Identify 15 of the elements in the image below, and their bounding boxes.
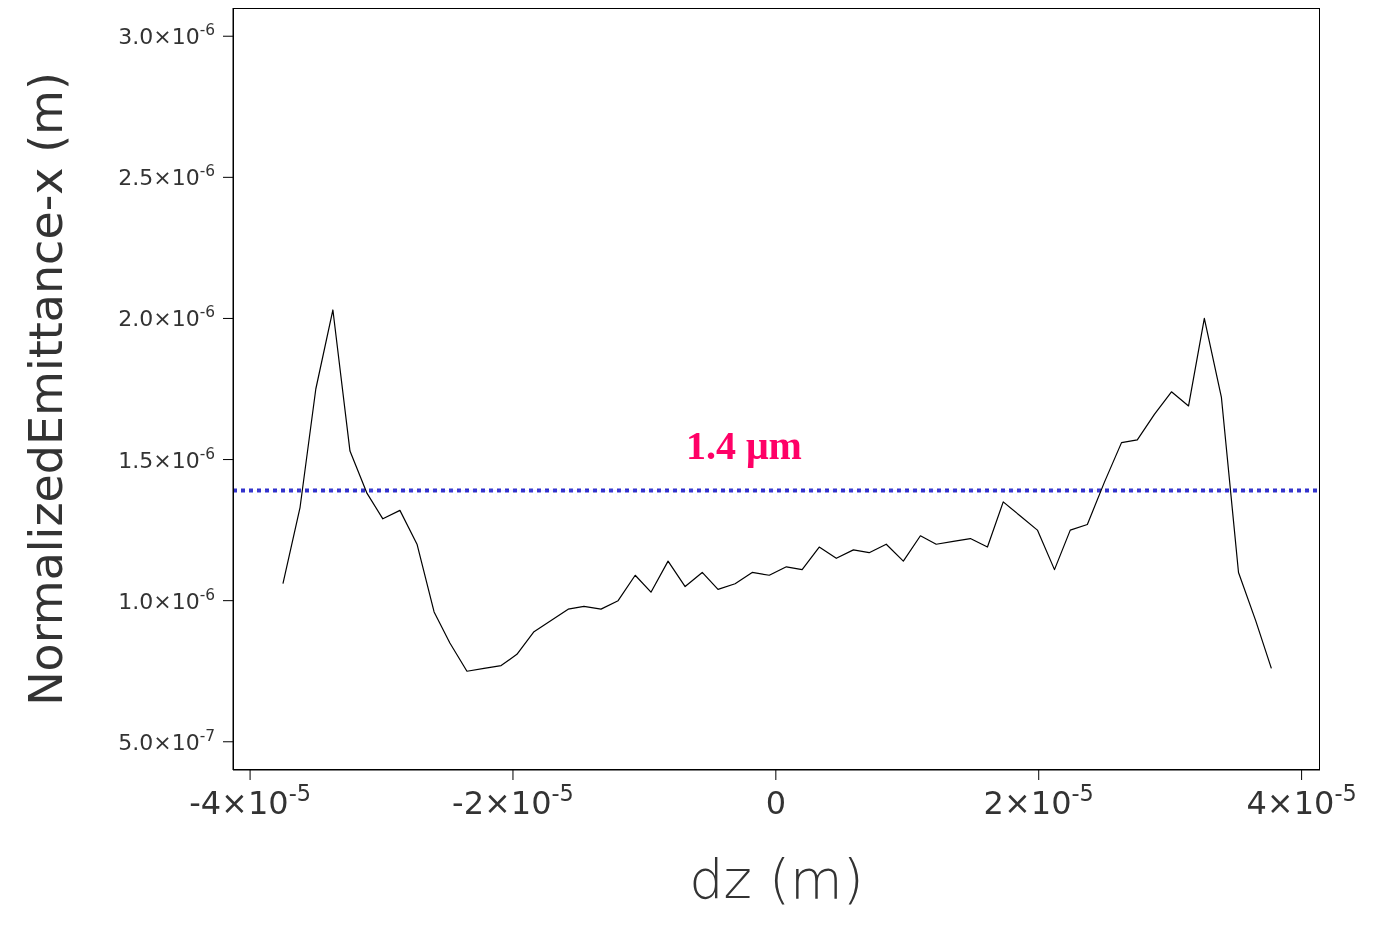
x-tick-label: 2×10$^{-5}$: [983, 780, 1094, 822]
y-tick-label: 3.0×10$^{-6}$: [118, 21, 215, 50]
y-tick-label: 2.5×10$^{-6}$: [118, 162, 215, 191]
y-tick-label: 1.0×10$^{-6}$: [118, 585, 215, 614]
y-tick-label: 1.5×10$^{-6}$: [118, 444, 215, 473]
x-tick-label: 4×10$^{-5}$: [1246, 780, 1357, 822]
x-tick-label: 0: [765, 784, 787, 822]
ref-line-label: 1.4 μm: [685, 422, 802, 468]
x-tick-label: -4×10$^{-5}$: [189, 780, 311, 822]
line-series: [282, 309, 1272, 672]
y-tick-label: 2.0×10$^{-6}$: [118, 303, 215, 332]
x-tick-label: -2×10$^{-5}$: [452, 780, 574, 822]
x-axis-title: dz (m): [688, 848, 865, 911]
y-axis-title: NormalizedEmittance-x (m): [19, 72, 73, 706]
y-tick-label: 5.0×10$^{-7}$: [118, 726, 215, 755]
